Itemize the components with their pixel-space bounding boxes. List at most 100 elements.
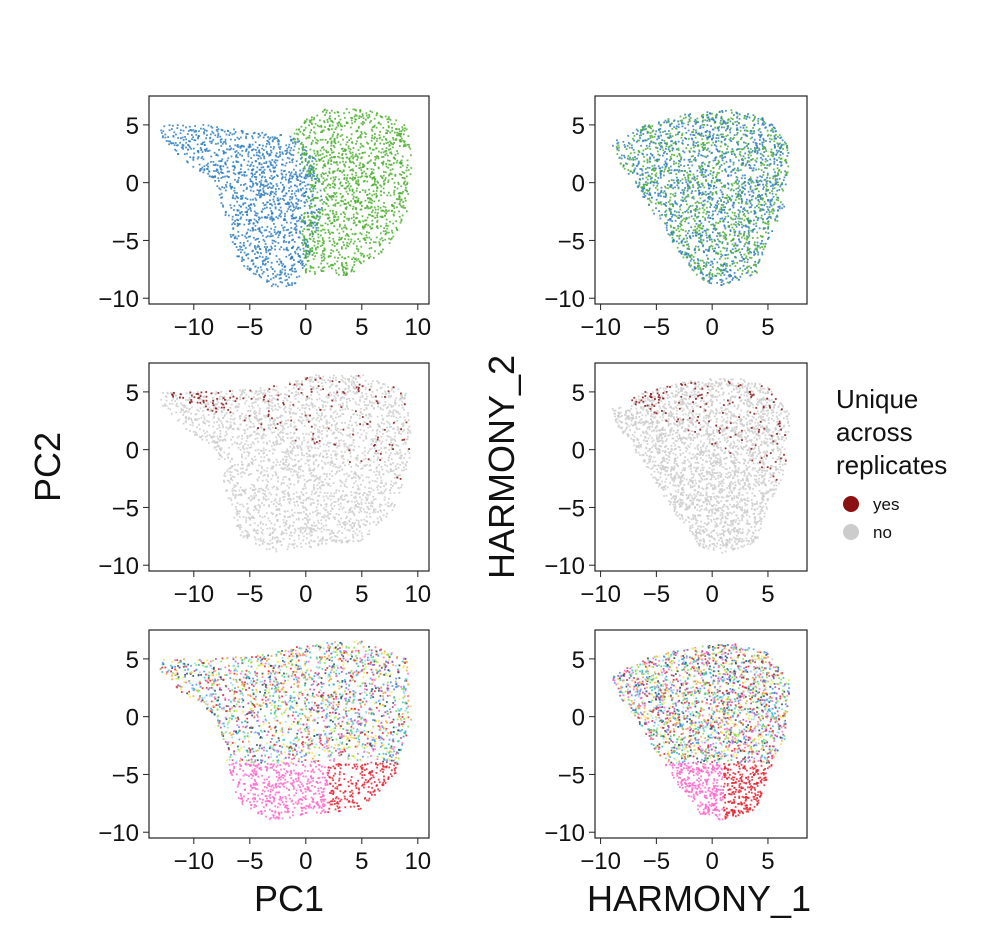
scatter-point (288, 151, 291, 154)
scatter-point (762, 119, 764, 122)
scatter-point (264, 179, 267, 181)
scatter-point (646, 171, 649, 174)
scatter-point (693, 150, 696, 153)
scatter-point (394, 186, 396, 188)
scatter-point (232, 169, 235, 171)
scatter-point (266, 225, 269, 228)
scatter-point (365, 241, 367, 244)
scatter-point (734, 172, 737, 174)
scatter-point (669, 123, 672, 126)
scatter-point (244, 211, 247, 213)
scatter-point (298, 217, 301, 220)
scatter-point (322, 181, 325, 183)
scatter-point (340, 128, 343, 131)
scatter-point (279, 146, 282, 148)
scatter-point (251, 175, 253, 178)
scatter-point (276, 260, 278, 263)
scatter-point (762, 197, 764, 200)
scatter-point (336, 163, 339, 166)
scatter-point (617, 141, 620, 144)
scatter-point (659, 192, 661, 195)
scatter-point (239, 145, 242, 148)
scatter-point (202, 124, 205, 126)
scatter-point (167, 136, 169, 138)
scatter-point (276, 285, 279, 288)
scatter-point (680, 220, 683, 223)
scatter-point (266, 216, 269, 219)
scatter-point (292, 238, 294, 241)
scatter-point (355, 217, 357, 220)
scatter-point (739, 154, 742, 157)
scatter-point (325, 202, 328, 205)
scatter-point (713, 119, 715, 122)
scatter-point (402, 190, 405, 193)
scatter-point (758, 193, 760, 196)
scatter-point (285, 162, 288, 164)
scatter-point (385, 163, 388, 165)
scatter-point (637, 160, 640, 163)
scatter-point (247, 145, 250, 148)
scatter-point (643, 160, 646, 163)
scatter-point (727, 151, 730, 154)
scatter-point (338, 156, 341, 159)
scatter-point (716, 126, 719, 129)
scatter-point (346, 241, 349, 244)
scatter-point (741, 226, 743, 229)
scatter-point (352, 108, 355, 111)
scatter-point (672, 203, 675, 206)
scatter-point (724, 186, 726, 188)
scatter-point (306, 136, 309, 139)
scatter-point (353, 219, 355, 222)
scatter-point (255, 248, 257, 251)
scatter-point (262, 183, 265, 186)
scatter-point (750, 159, 753, 161)
scatter-point (626, 157, 629, 160)
scatter-point (245, 135, 247, 138)
scatter-point (753, 132, 755, 135)
scatter-point (269, 218, 272, 221)
scatter-point (317, 236, 320, 239)
scatter-point (653, 164, 656, 167)
scatter-point (245, 237, 248, 239)
scatter-point (291, 282, 293, 284)
scatter-point (322, 259, 325, 262)
scatter-point (277, 142, 280, 145)
scatter-point (704, 169, 707, 171)
scatter-point (673, 195, 676, 198)
scatter-point (688, 120, 691, 122)
scatter-point (689, 265, 692, 268)
scatter-point (777, 174, 780, 177)
scatter-point (305, 173, 307, 176)
scatter-point (671, 230, 674, 233)
scatter-point (660, 191, 662, 193)
scatter-point (369, 242, 371, 244)
scatter-point (307, 216, 309, 218)
scatter-point (334, 216, 337, 218)
scatter-point (283, 236, 286, 239)
scatter-point (734, 218, 737, 220)
scatter-point (774, 171, 776, 174)
scatter-point (697, 121, 700, 123)
scatter-point (744, 157, 747, 160)
scatter-point (321, 202, 324, 205)
scatter-point (286, 151, 288, 154)
scatter-point (720, 263, 722, 266)
scatter-point (308, 219, 311, 222)
scatter-point (310, 202, 313, 205)
scatter-point (672, 238, 675, 241)
scatter-point (376, 155, 378, 157)
scatter-point (729, 165, 731, 168)
scatter-point (309, 120, 312, 122)
scatter-point (283, 186, 285, 189)
scatter-point (717, 137, 720, 140)
scatter-point (295, 160, 298, 163)
scatter-point (785, 172, 788, 175)
scatter-point (698, 184, 701, 186)
scatter-point (233, 187, 236, 189)
scatter-point (321, 267, 324, 269)
scatter-point (677, 149, 680, 151)
scatter-point (374, 208, 377, 211)
scatter-point (262, 187, 265, 190)
scatter-point (248, 244, 251, 247)
scatter-point (247, 253, 250, 255)
